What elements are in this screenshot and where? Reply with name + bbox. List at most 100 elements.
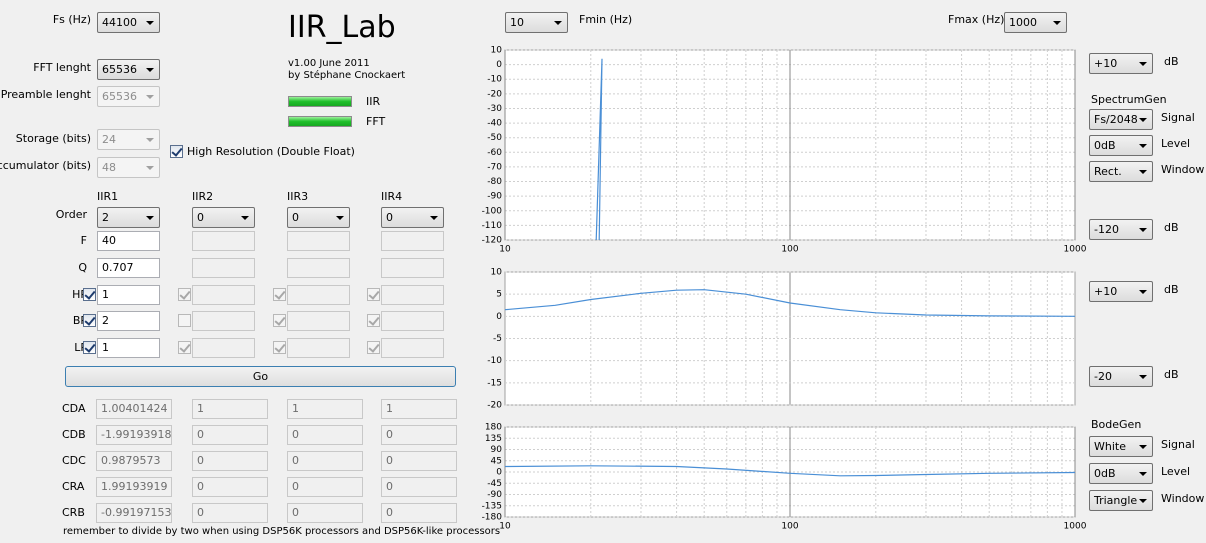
text-box[interactable]: 0: [287, 451, 363, 471]
checkbox[interactable]: [178, 314, 191, 327]
text-box[interactable]: 0.9879573: [96, 451, 172, 471]
text-box[interactable]: 1: [287, 399, 363, 419]
control-label: Preamble lenght: [0, 88, 91, 101]
control-label: Level: [1161, 137, 1191, 150]
dropdown[interactable]: 0: [381, 207, 444, 228]
version: v1.00 June 2011: [288, 58, 370, 69]
checkbox[interactable]: [367, 288, 380, 301]
x-tick-label: 10: [499, 245, 511, 255]
text-box[interactable]: [287, 258, 350, 278]
y-tick-label: 10: [491, 46, 503, 56]
dropdown[interactable]: Triangle: [1089, 490, 1153, 511]
text-box[interactable]: [287, 231, 350, 251]
text-box[interactable]: [192, 285, 255, 305]
text-box[interactable]: 1.00401424: [96, 399, 172, 419]
status-label: FFT: [366, 115, 386, 128]
y-tick-label: -20: [487, 89, 502, 99]
text-box[interactable]: 0: [287, 425, 363, 445]
dropdown[interactable]: 44100: [97, 12, 160, 33]
checkbox[interactable]: [178, 288, 191, 301]
dropdown[interactable]: White: [1089, 436, 1153, 457]
y-tick-label: 135: [485, 434, 502, 444]
control-label: Fmin (Hz): [579, 13, 633, 26]
text-box[interactable]: [192, 231, 255, 251]
text-box[interactable]: -1.99193918: [96, 425, 172, 445]
dropdown[interactable]: 0dB: [1089, 463, 1153, 484]
y-tick-label: -135: [482, 501, 502, 511]
checkbox[interactable]: [273, 288, 286, 301]
dropdown[interactable]: -120: [1089, 219, 1153, 240]
text-box[interactable]: [192, 311, 255, 331]
dropdown[interactable]: 48: [97, 157, 160, 178]
author: by Stéphane Cnockaert: [288, 70, 406, 81]
text-box[interactable]: 0: [192, 503, 268, 523]
checkbox[interactable]: [83, 341, 96, 354]
control-label: Window: [1161, 163, 1205, 176]
text-box[interactable]: 0.707: [97, 258, 160, 278]
dropdown[interactable]: 24: [97, 129, 160, 150]
y-tick-label: -180: [482, 513, 503, 523]
text-box[interactable]: [287, 338, 350, 358]
dropdown[interactable]: 10: [505, 12, 568, 33]
dropdown[interactable]: 1000: [1004, 12, 1067, 33]
text-box[interactable]: [287, 311, 350, 331]
text-box[interactable]: [381, 258, 444, 278]
checkbox[interactable]: [83, 314, 96, 327]
text-box[interactable]: 0: [192, 451, 268, 471]
x-tick-label: 1000: [1064, 245, 1087, 255]
status-led: [288, 116, 352, 127]
dropdown[interactable]: 0dB: [1089, 135, 1153, 156]
y-tick-label: -90: [487, 192, 502, 202]
text-box[interactable]: 1: [192, 399, 268, 419]
text-box[interactable]: [192, 338, 255, 358]
checkbox[interactable]: [273, 341, 286, 354]
text-box[interactable]: 1: [381, 399, 457, 419]
text-box[interactable]: 0: [381, 451, 457, 471]
dropdown[interactable]: 0: [287, 207, 350, 228]
text-box[interactable]: 1: [97, 338, 160, 358]
group-label: BodeGen: [1091, 418, 1142, 431]
text-box[interactable]: 0: [287, 503, 363, 523]
unit-label: dB: [1164, 221, 1179, 234]
dropdown[interactable]: -20: [1089, 366, 1153, 387]
checkbox[interactable]: [83, 288, 96, 301]
text-box[interactable]: 1.99193919: [96, 477, 172, 497]
dropdown[interactable]: 0: [192, 207, 255, 228]
text-box[interactable]: 1: [97, 285, 160, 305]
text-box[interactable]: [381, 311, 444, 331]
text-box[interactable]: [381, 338, 444, 358]
text-box[interactable]: 0: [192, 477, 268, 497]
dropdown[interactable]: 65536: [97, 59, 160, 80]
text-box[interactable]: 0: [192, 425, 268, 445]
y-tick-label: -10: [487, 356, 502, 366]
dropdown[interactable]: 65536: [97, 86, 160, 107]
text-box[interactable]: [381, 285, 444, 305]
text-box[interactable]: [381, 231, 444, 251]
text-box[interactable]: 0: [381, 425, 457, 445]
y-tick-label: -20: [487, 401, 502, 411]
checkbox[interactable]: [367, 314, 380, 327]
checkbox[interactable]: [367, 341, 380, 354]
text-box[interactable]: -0.99197153: [96, 503, 172, 523]
text-box[interactable]: 2: [97, 311, 160, 331]
checkbox[interactable]: [170, 145, 183, 158]
dropdown[interactable]: 2: [97, 207, 160, 228]
go-button[interactable]: Go: [65, 366, 456, 387]
checkbox[interactable]: [273, 314, 286, 327]
dropdown[interactable]: Fs/2048: [1089, 109, 1153, 130]
dropdown[interactable]: +10: [1089, 53, 1153, 74]
dropdown[interactable]: Rect.: [1089, 161, 1153, 182]
text-box[interactable]: 0: [381, 477, 457, 497]
text-box[interactable]: 0: [287, 477, 363, 497]
checkbox[interactable]: [178, 341, 191, 354]
y-tick-label: -30: [487, 104, 502, 114]
y-tick-label: -60: [487, 148, 502, 158]
text-box[interactable]: 0: [381, 503, 457, 523]
dropdown[interactable]: +10: [1089, 281, 1153, 302]
app-title: IIR_Lab: [288, 10, 396, 45]
text-box[interactable]: 40: [97, 231, 160, 251]
text-box[interactable]: [287, 285, 350, 305]
text-box[interactable]: [192, 258, 255, 278]
